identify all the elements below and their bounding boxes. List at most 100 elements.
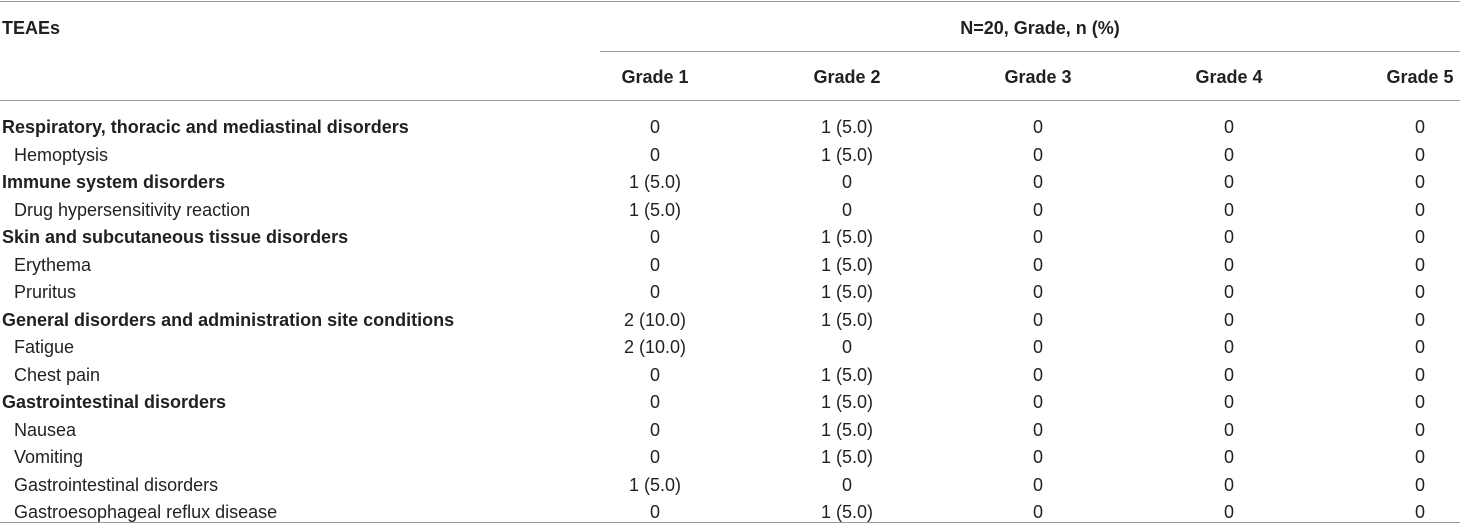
cell: 0	[1032, 254, 1044, 275]
cell: 0	[1414, 364, 1426, 385]
cell: 0	[1414, 254, 1426, 275]
cell: 0	[1223, 227, 1235, 247]
cell: 2 (10.0)	[623, 309, 687, 330]
cell: 1 (5.0)	[820, 364, 874, 385]
span-rule	[600, 51, 1460, 52]
cell: 2 (10.0)	[623, 337, 687, 357]
span-header: N=20, Grade, n (%)	[960, 18, 1120, 38]
cell: 0	[1414, 392, 1426, 412]
top-rule	[0, 1, 1460, 2]
cell: 0	[1223, 392, 1235, 412]
cell: 0	[1223, 144, 1235, 165]
cell: 0	[1414, 117, 1426, 137]
cell: 0	[1223, 117, 1235, 137]
term-label: Erythema	[14, 254, 92, 275]
cell: 0	[841, 172, 853, 192]
cell: 0	[1414, 474, 1426, 495]
cell: 0	[649, 117, 661, 137]
cell: 0	[1223, 502, 1235, 522]
cell: 0	[1032, 447, 1044, 467]
cell: 0	[649, 392, 661, 412]
cell: 0	[1414, 227, 1426, 247]
cell: 1 (5.0)	[820, 419, 874, 440]
header-rule	[0, 100, 1460, 101]
cell: 0	[1223, 254, 1235, 275]
term-label: Hemoptysis	[14, 144, 109, 165]
cell: 1 (5.0)	[820, 254, 874, 275]
cell: 0	[841, 474, 853, 495]
first-header: TEAEs	[2, 18, 61, 38]
cell: 0	[1223, 199, 1235, 220]
cell: 0	[1032, 337, 1044, 357]
cell: 0	[649, 419, 661, 440]
cell: 0	[1032, 199, 1044, 220]
cell: 0	[1032, 144, 1044, 165]
term-label: Gastrointestinal disorders	[14, 474, 219, 495]
column-header: Grade 5	[1386, 67, 1454, 87]
cell: 0	[1032, 392, 1044, 412]
cell: 0	[1223, 309, 1235, 330]
cell: 0	[649, 282, 661, 302]
cell: 0	[649, 254, 661, 275]
term-label: Nausea	[14, 419, 77, 440]
cell: 0	[1032, 282, 1044, 302]
column-header: Grade 3	[1004, 67, 1072, 87]
cell: 0	[841, 337, 853, 357]
term-label: Pruritus	[14, 282, 77, 302]
group-label: Immune system disorders	[2, 172, 226, 192]
cell: 1 (5.0)	[628, 172, 682, 192]
cell: 1 (5.0)	[820, 309, 874, 330]
cell: 0	[1223, 337, 1235, 357]
cell: 0	[649, 227, 661, 247]
term-label: Vomiting	[14, 447, 84, 467]
cell: 0	[1414, 419, 1426, 440]
term-label: Gastroesophageal reflux disease	[14, 502, 278, 522]
cell: 0	[649, 144, 661, 165]
cell: 0	[1414, 144, 1426, 165]
cell: 1 (5.0)	[820, 447, 874, 467]
cell: 0	[1414, 337, 1426, 357]
cell: 1 (5.0)	[820, 392, 874, 412]
cell: 0	[1223, 447, 1235, 467]
cell: 0	[1414, 447, 1426, 467]
cell: 0	[649, 447, 661, 467]
cell: 0	[1032, 172, 1044, 192]
cell: 0	[1032, 419, 1044, 440]
term-label: Drug hypersensitivity reaction	[14, 199, 251, 220]
group-label: Respiratory, thoracic and mediastinal di…	[2, 117, 409, 137]
cell: 0	[1032, 309, 1044, 330]
cell: 0	[1032, 502, 1044, 522]
group-label: Skin and subcutaneous tissue disorders	[2, 227, 349, 247]
cell: 1 (5.0)	[628, 474, 682, 495]
column-header: Grade 4	[1195, 67, 1263, 87]
group-label: General disorders and administration sit…	[2, 309, 455, 330]
cell: 1 (5.0)	[628, 199, 682, 220]
cell: 1 (5.0)	[820, 117, 874, 137]
cell: 0	[1223, 364, 1235, 385]
cell: 0	[1223, 282, 1235, 302]
group-label: Gastrointestinal disorders	[2, 392, 227, 412]
cell: 0	[649, 502, 661, 522]
cell: 1 (5.0)	[820, 502, 874, 522]
cell: 0	[841, 199, 853, 220]
cell: 1 (5.0)	[820, 282, 874, 302]
column-header: Grade 2	[813, 67, 881, 87]
cell: 0	[1032, 474, 1044, 495]
cell: 0	[1414, 172, 1426, 192]
cell: 0	[1223, 474, 1235, 495]
cell: 0	[1032, 117, 1044, 137]
cell: 0	[1414, 199, 1426, 220]
term-label: Chest pain	[14, 364, 101, 385]
cell: 1 (5.0)	[820, 144, 874, 165]
term-label: Fatigue	[14, 337, 75, 357]
cell: 0	[1032, 364, 1044, 385]
cell: 0	[649, 364, 661, 385]
cell: 0	[1223, 172, 1235, 192]
cell: 0	[1414, 282, 1426, 302]
cell: 0	[1223, 419, 1235, 440]
cell: 0	[1032, 227, 1044, 247]
column-header: Grade 1	[621, 67, 689, 87]
cell: 0	[1414, 309, 1426, 330]
cell: 0	[1414, 502, 1426, 522]
